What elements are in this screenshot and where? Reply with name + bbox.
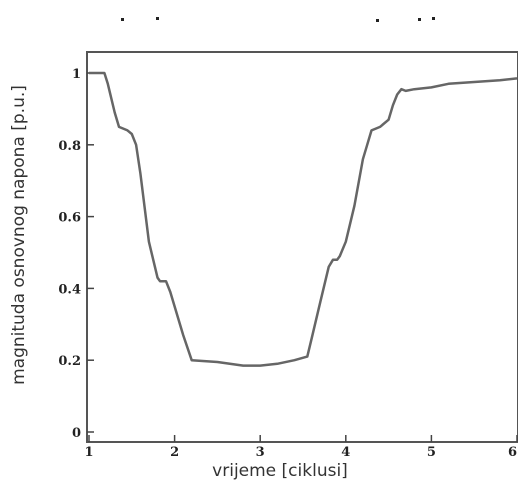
plot-frame bbox=[86, 51, 518, 443]
y-tick-label: 0.8 bbox=[58, 139, 81, 154]
series-line bbox=[89, 71, 518, 367]
x-tick-label: 1 bbox=[84, 445, 93, 460]
y-axis-ticks: 0 0.2 0.4 0.6 0.8 1 bbox=[58, 67, 94, 441]
y-tick-label: 0.6 bbox=[58, 211, 81, 226]
x-tick-label: 2 bbox=[170, 445, 179, 460]
x-tick-label: 5 bbox=[427, 445, 436, 460]
x-axis-title: vrijeme [ciklusi] bbox=[212, 461, 348, 481]
x-tick-label: 4 bbox=[341, 445, 350, 460]
y-tick-label: 1 bbox=[72, 67, 81, 82]
series-layer bbox=[89, 71, 518, 367]
y-tick-label: 0.4 bbox=[58, 282, 81, 297]
x-axis-ticks: 1 2 3 4 5 6 bbox=[84, 435, 518, 460]
scan-specks bbox=[121, 17, 435, 22]
y-axis-title: magnituda osnovnog napona [p.u.] bbox=[9, 85, 29, 385]
x-tick-label: 6 bbox=[508, 445, 517, 460]
y-tick-label: 0 bbox=[72, 426, 81, 441]
x-tick-label: 3 bbox=[256, 445, 265, 460]
y-tick-label: 0.2 bbox=[58, 354, 81, 369]
